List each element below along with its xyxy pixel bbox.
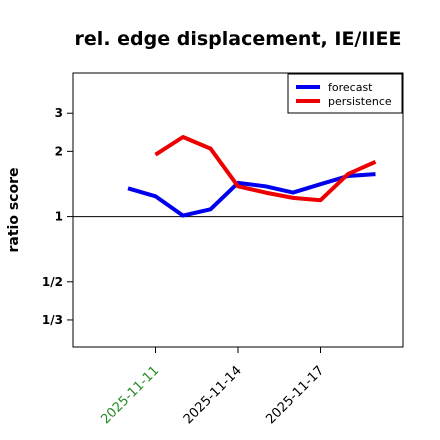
- y-tick-label: 2: [55, 144, 63, 158]
- y-tick-label: 1/2: [42, 275, 63, 289]
- plot-frame: [72, 72, 404, 348]
- x-axis: 2025-11-11 2025-11-14 2025-11-17: [98, 347, 327, 427]
- x-tick-label: 2025-11-17: [263, 363, 327, 427]
- series-line-forecast: [127, 172, 376, 218]
- y-tick-label: 1/3: [42, 313, 63, 327]
- chart-title: rel. edge displacement, IE/IIEE: [75, 28, 402, 50]
- plot-area: [72, 72, 404, 348]
- y-tick-label: 3: [55, 106, 63, 120]
- legend-box: [287, 73, 403, 114]
- y-axis-label: ratio score: [6, 168, 22, 253]
- series-line-persistence: [154, 135, 377, 203]
- y-tick-label: 1: [55, 210, 63, 224]
- x-tick-label: 2025-11-14: [181, 363, 245, 427]
- y-axis: 1/3 1/2 1 2 3: [42, 106, 73, 327]
- x-tick-label: 2025-11-11: [98, 363, 162, 427]
- legend-forecast-label: forecast: [328, 81, 373, 94]
- legend: forecast persistence: [287, 73, 403, 114]
- series-group: [127, 135, 377, 218]
- legend-persistence-label: persistence: [328, 95, 392, 108]
